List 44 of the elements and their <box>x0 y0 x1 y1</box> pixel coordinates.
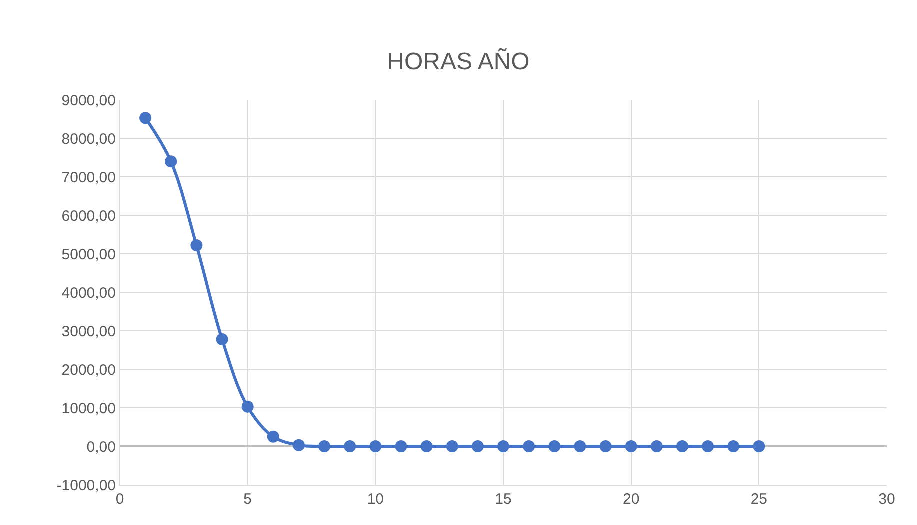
y-tick-label: 0,00 <box>86 438 116 456</box>
y-tick-label: 6000,00 <box>62 208 116 225</box>
point <box>420 440 433 452</box>
x-tick-label: 15 <box>495 491 512 508</box>
point <box>395 440 408 452</box>
x-tick-label: 10 <box>367 491 384 508</box>
point <box>318 440 331 452</box>
point <box>165 156 178 168</box>
y-tick-label: 4000,00 <box>62 284 116 302</box>
point <box>548 440 561 452</box>
point <box>625 440 638 452</box>
point <box>702 440 714 452</box>
point <box>728 440 740 452</box>
y-tick-label: 7000,00 <box>62 169 116 186</box>
point <box>523 440 536 452</box>
point <box>242 400 254 413</box>
y-tick-label: 2000,00 <box>62 362 116 379</box>
point <box>190 240 203 252</box>
x-tick-label: 20 <box>622 491 640 508</box>
y-tick-label: 5000,00 <box>62 246 116 264</box>
point <box>600 440 612 452</box>
point <box>344 440 356 452</box>
y-tick-label: 1000,00 <box>62 400 116 418</box>
y-tick-label: 8000,00 <box>62 130 116 148</box>
x-tick-label: 25 <box>750 491 768 508</box>
point <box>446 440 458 452</box>
x-tick-label: 30 <box>878 491 896 508</box>
y-tick-label: 3000,00 <box>62 323 116 340</box>
chart-title: HORAS AÑO <box>387 47 530 76</box>
x-tick-label: 0 <box>116 491 124 508</box>
x-tick-label: 5 <box>244 491 252 508</box>
point <box>650 440 663 452</box>
point <box>267 430 280 443</box>
y-tick-label: -1000,00 <box>56 477 116 494</box>
point <box>574 440 586 452</box>
point <box>370 440 382 452</box>
point <box>676 440 688 452</box>
point <box>472 440 484 452</box>
y-tick-label: 9000,00 <box>62 92 116 110</box>
point <box>498 440 510 452</box>
point <box>216 333 228 346</box>
point <box>140 112 152 124</box>
point <box>292 439 305 452</box>
point <box>753 440 766 452</box>
